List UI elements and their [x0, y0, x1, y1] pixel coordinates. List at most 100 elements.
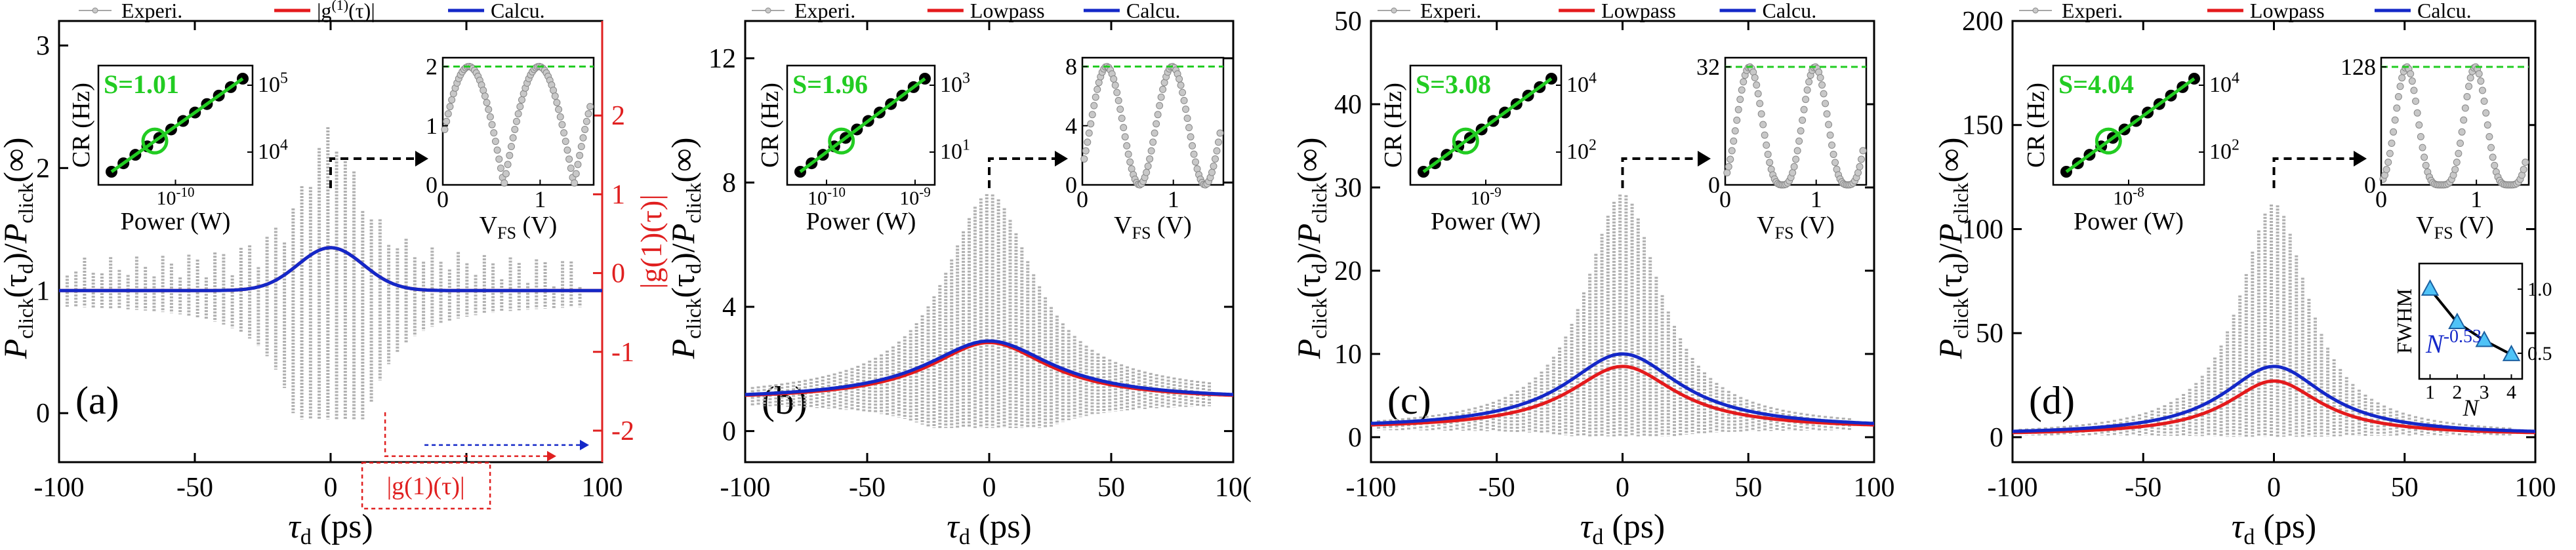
inset-vfs-xtick-label: 0 [437, 186, 449, 212]
inset-vfs-xtick-label: 1 [1810, 186, 1822, 212]
inset-vfs-point [2386, 149, 2394, 157]
peak-dashed-arrow [2272, 157, 2355, 188]
inset-power-fit [799, 77, 926, 174]
inset-vfs-point [1757, 110, 1765, 118]
inset-vfs-point [1803, 86, 1811, 94]
inset-slope-label: S=4.04 [2058, 69, 2134, 99]
legend-experi-marker [1391, 7, 1397, 14]
legend-label: Lowpass [2250, 0, 2325, 22]
peak-dashed-arrow [329, 157, 417, 188]
inset-power-highlight [1452, 127, 1479, 155]
inset-vfs-point [2407, 70, 2415, 78]
x-tick-label: -100 [1988, 473, 2038, 503]
inset-vfs-point [2451, 166, 2459, 174]
legend-experi-marker [92, 7, 98, 14]
inset-power-ytick-label: 102 [1566, 136, 1597, 164]
inset-fwhm-xtick-label: 4 [2506, 382, 2516, 403]
y-tick-label: 2 [36, 153, 50, 184]
lowpass-curve [1370, 364, 1875, 427]
inset-vfs-point [516, 103, 524, 111]
inset-vfs-point [1144, 162, 1152, 170]
y-tick-label: 30 [1334, 173, 1362, 203]
inset-vfs-point [1094, 85, 1101, 93]
inset-vfs-point [1116, 106, 1124, 113]
inset-vfs-point [2461, 104, 2469, 112]
inset-power-ytick-label: 105 [258, 69, 288, 97]
inset-vfs-point [483, 98, 491, 106]
inset-vfs-point [1180, 96, 1188, 104]
inset-vfs-point [1736, 96, 1744, 104]
inset-power-ytick-label: 104 [1566, 69, 1597, 97]
peak-dashed-arrow [988, 157, 1056, 188]
peak-dashed-arrow [1621, 157, 1699, 188]
inset-vfs-point [1151, 129, 1158, 137]
inset-power-highlight [141, 127, 169, 155]
x-axis-label: τd (ps) [1580, 508, 1666, 549]
inset-vfs-point [1126, 158, 1134, 166]
inset-vfs-point [1124, 150, 1132, 158]
inset-slope-label: S=3.08 [1416, 69, 1491, 99]
inset-power: S=1.96 10-10 10-9 101 103 Power (W) CR (Hz) [756, 64, 970, 235]
inset-vfs-point [558, 121, 566, 128]
inset-vfs-xlabel: VFS (V) [2416, 212, 2494, 243]
inset-power-xtick-label: 10-10 [157, 184, 195, 209]
inset-vfs-xtick-label: 0 [2375, 186, 2387, 212]
inset-fwhm-fit [2428, 288, 2512, 356]
x-axis-label: τd (ps) [2232, 508, 2317, 549]
inset-vfs-point [1159, 85, 1167, 93]
inset-vfs-point [512, 117, 520, 125]
inset-vfs-point [490, 129, 498, 137]
y-tick-label: 10 [1334, 340, 1362, 370]
inset-vfs-point [1753, 81, 1761, 89]
inset-fwhm-point [2421, 279, 2440, 296]
inset-vfs-point [1728, 147, 1736, 155]
y-axis-label: Pclick(τd)/Pclick(∞) [664, 138, 705, 360]
inset-power-fit [2065, 77, 2196, 174]
inset-power-xtick-label: 10-9 [1470, 184, 1502, 209]
inset-vfs-point [562, 138, 569, 146]
inset-vfs-point [572, 170, 580, 178]
inset-vfs-point [448, 96, 456, 104]
inset-vfs-point [1800, 106, 1808, 113]
inset-vfs-ytick-label: 0 [2364, 172, 2376, 198]
inset-vfs-point [486, 113, 494, 121]
inset-vfs-ytick-label: 1 [426, 113, 438, 139]
inset-vfs-point [1859, 147, 1867, 155]
legend-label-g1: |g(1)(τ)| [317, 0, 375, 22]
inset-vfs-point [2388, 140, 2396, 147]
x-tick-label: -50 [176, 473, 213, 503]
red-label-text: |g(1)(τ)| [387, 473, 465, 500]
x-tick-label: 100 [582, 473, 623, 503]
legend-label: Calcu. [491, 0, 545, 22]
inset-vfs-point [2412, 97, 2420, 105]
inset-vfs-point [1157, 93, 1165, 101]
inset-vfs-point [1799, 116, 1807, 124]
x-tick-label: 0 [1616, 473, 1629, 503]
inset-vfs-point [514, 110, 522, 118]
peak-arrow-head [1055, 151, 1068, 167]
inset-vfs-point [2480, 97, 2488, 105]
right-y-tick-label: 2 [611, 101, 625, 131]
inset-vfs-ytick-label: 128 [2341, 54, 2376, 80]
inset-vfs-point [550, 87, 558, 94]
inset-vfs-point [2453, 159, 2461, 167]
inset-vfs-xtick-label: 0 [1719, 186, 1731, 212]
blue-arrow-head [580, 439, 589, 450]
y-tick-label: 0 [1348, 423, 1362, 453]
inset-vfs-point [443, 117, 451, 125]
inset-vfs-point [2456, 140, 2464, 147]
inset-fwhm-ytick-label: 1.0 [2527, 279, 2552, 300]
inset-power-highlight [828, 127, 855, 155]
inset-power-xtick-label: 10-9 [899, 184, 931, 209]
inset-vfs-point [1816, 74, 1824, 82]
inset-vfs-point [1740, 78, 1748, 86]
inset-vfs-point [2394, 92, 2402, 100]
inset-vfs-point [1213, 147, 1221, 155]
lowpass-curve [745, 340, 1234, 397]
y-tick-label: 200 [1962, 7, 2003, 37]
inset-vfs-point [1828, 141, 1836, 149]
inset-vfs-point [574, 161, 582, 168]
inset-vfs-point [1183, 115, 1191, 123]
inset-fwhm-frame [2418, 262, 2524, 380]
